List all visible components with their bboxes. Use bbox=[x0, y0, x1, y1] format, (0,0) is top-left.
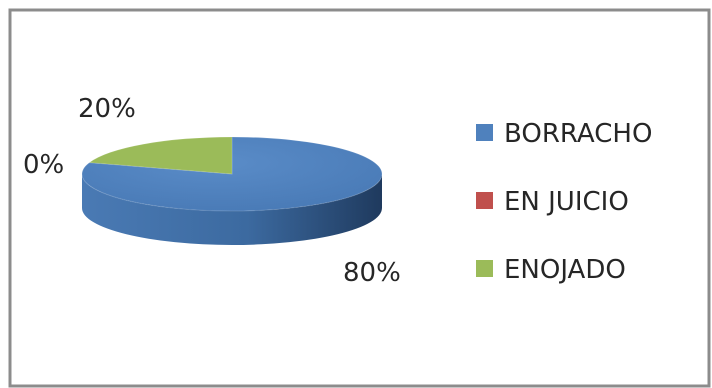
data-label-enojado: 20% bbox=[78, 94, 136, 124]
data-label-en-juicio: 0% bbox=[23, 150, 64, 180]
legend-label-borracho: BORRACHO bbox=[504, 119, 652, 149]
legend-label-enojado: ENOJADO bbox=[504, 255, 626, 285]
chart-border bbox=[8, 8, 711, 388]
pie-slice-enojado bbox=[87, 136, 233, 175]
pie-slice-borracho bbox=[81, 136, 383, 212]
pie-side-borracho bbox=[82, 174, 382, 245]
legend-swatch-en-juicio bbox=[476, 192, 493, 209]
pie-top bbox=[81, 136, 383, 212]
legend-label-en-juicio: EN JUICIO bbox=[504, 187, 629, 217]
legend-swatch-borracho bbox=[476, 124, 493, 141]
legend: BORRACHO EN JUICIO ENOJADO bbox=[476, 119, 652, 285]
legend-swatch-enojado bbox=[476, 260, 493, 277]
pie-sides bbox=[82, 174, 382, 245]
data-label-borracho: 80% bbox=[343, 258, 401, 288]
